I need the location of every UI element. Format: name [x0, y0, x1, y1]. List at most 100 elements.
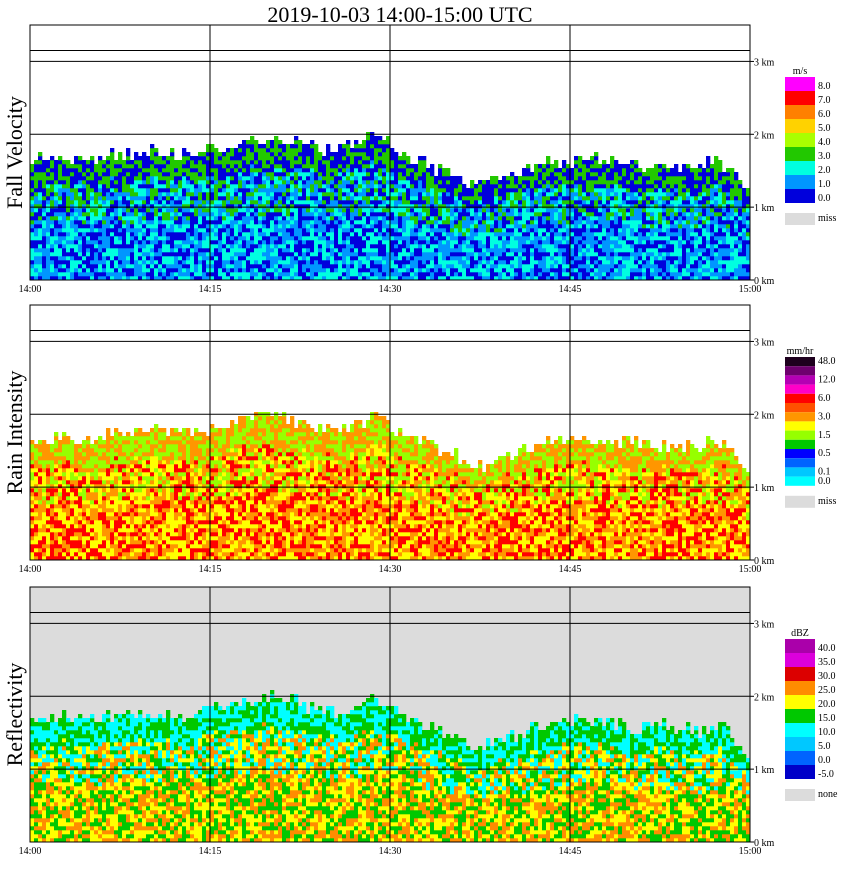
data-cell [134, 216, 139, 221]
data-cell [598, 268, 603, 273]
data-cell [114, 212, 119, 217]
data-cell [326, 220, 331, 225]
data-cell [534, 232, 539, 237]
data-cell [654, 244, 659, 249]
data-cell [518, 244, 523, 249]
data-cell [650, 228, 655, 233]
data-cell [206, 192, 211, 197]
data-cell [298, 144, 303, 149]
data-cell [290, 216, 295, 221]
data-cell [430, 260, 435, 265]
data-cell [610, 240, 615, 245]
data-cell [418, 256, 423, 261]
data-cell [522, 204, 527, 209]
data-cell [70, 264, 75, 269]
data-cell [266, 172, 271, 177]
data-cell [602, 240, 607, 245]
data-cell [134, 212, 139, 217]
data-cell [202, 168, 207, 173]
data-cell [330, 260, 335, 265]
data-cell [618, 188, 623, 193]
data-cell [662, 244, 667, 249]
data-cell [618, 260, 623, 265]
data-cell [614, 192, 619, 197]
data-cell [342, 244, 347, 249]
data-cell [570, 240, 575, 245]
data-cell [182, 196, 187, 201]
data-cell [666, 228, 671, 233]
data-cell [314, 176, 319, 181]
data-cell [94, 236, 99, 241]
data-cell [262, 160, 267, 165]
data-cell [162, 240, 167, 245]
data-cell [470, 248, 475, 253]
data-cell [666, 216, 671, 221]
data-cell [162, 180, 167, 185]
data-cell [674, 168, 679, 173]
data-cell [394, 236, 399, 241]
data-cell [98, 156, 103, 161]
data-cell [658, 248, 663, 253]
data-cell [110, 176, 115, 181]
data-cell [418, 276, 423, 281]
data-cell [306, 144, 311, 149]
data-cell [658, 224, 663, 229]
data-cell [486, 220, 491, 225]
data-cell [466, 268, 471, 273]
data-cell [62, 240, 67, 245]
data-cell [574, 252, 579, 257]
data-cell [514, 196, 519, 201]
data-cell [130, 228, 135, 233]
data-cell [98, 272, 103, 277]
data-cell [114, 260, 119, 265]
data-cell [90, 168, 95, 173]
data-cell [470, 228, 475, 233]
data-cell [118, 268, 123, 273]
data-cell [502, 276, 507, 281]
data-cell [566, 256, 571, 261]
data-cell [410, 224, 415, 229]
data-cell [246, 224, 251, 229]
data-cell [354, 256, 359, 261]
data-cell [286, 240, 291, 245]
data-cell [90, 184, 95, 189]
data-cell [310, 208, 315, 213]
data-cell [330, 180, 335, 185]
data-cell [346, 260, 351, 265]
data-cell [342, 184, 347, 189]
data-cell [38, 224, 43, 229]
data-cell [590, 184, 595, 189]
data-cell [326, 152, 331, 157]
data-cell [546, 164, 551, 169]
data-cell [402, 208, 407, 213]
data-cell [46, 236, 51, 241]
data-cell [370, 184, 375, 189]
data-cell [386, 136, 391, 141]
data-cell [290, 260, 295, 265]
data-cell [98, 196, 103, 201]
data-cell [582, 276, 587, 281]
data-cell [346, 176, 351, 181]
data-cell [266, 160, 271, 165]
data-cell [222, 192, 227, 197]
data-cell [166, 200, 171, 205]
data-cell [406, 236, 411, 241]
data-cell [594, 260, 599, 265]
data-cell [126, 240, 131, 245]
data-cell [606, 168, 611, 173]
data-cell [662, 212, 667, 217]
data-cell [222, 172, 227, 177]
data-cell [54, 196, 59, 201]
data-cell [42, 256, 47, 261]
data-cell [418, 228, 423, 233]
data-cell [574, 156, 579, 161]
data-cell [630, 264, 635, 269]
data-cell [318, 164, 323, 169]
data-cell [502, 196, 507, 201]
data-cell [206, 212, 211, 217]
data-cell [30, 176, 35, 181]
data-cell [590, 208, 595, 213]
data-cell [170, 152, 175, 157]
data-cell [578, 196, 583, 201]
data-cell [226, 272, 231, 277]
